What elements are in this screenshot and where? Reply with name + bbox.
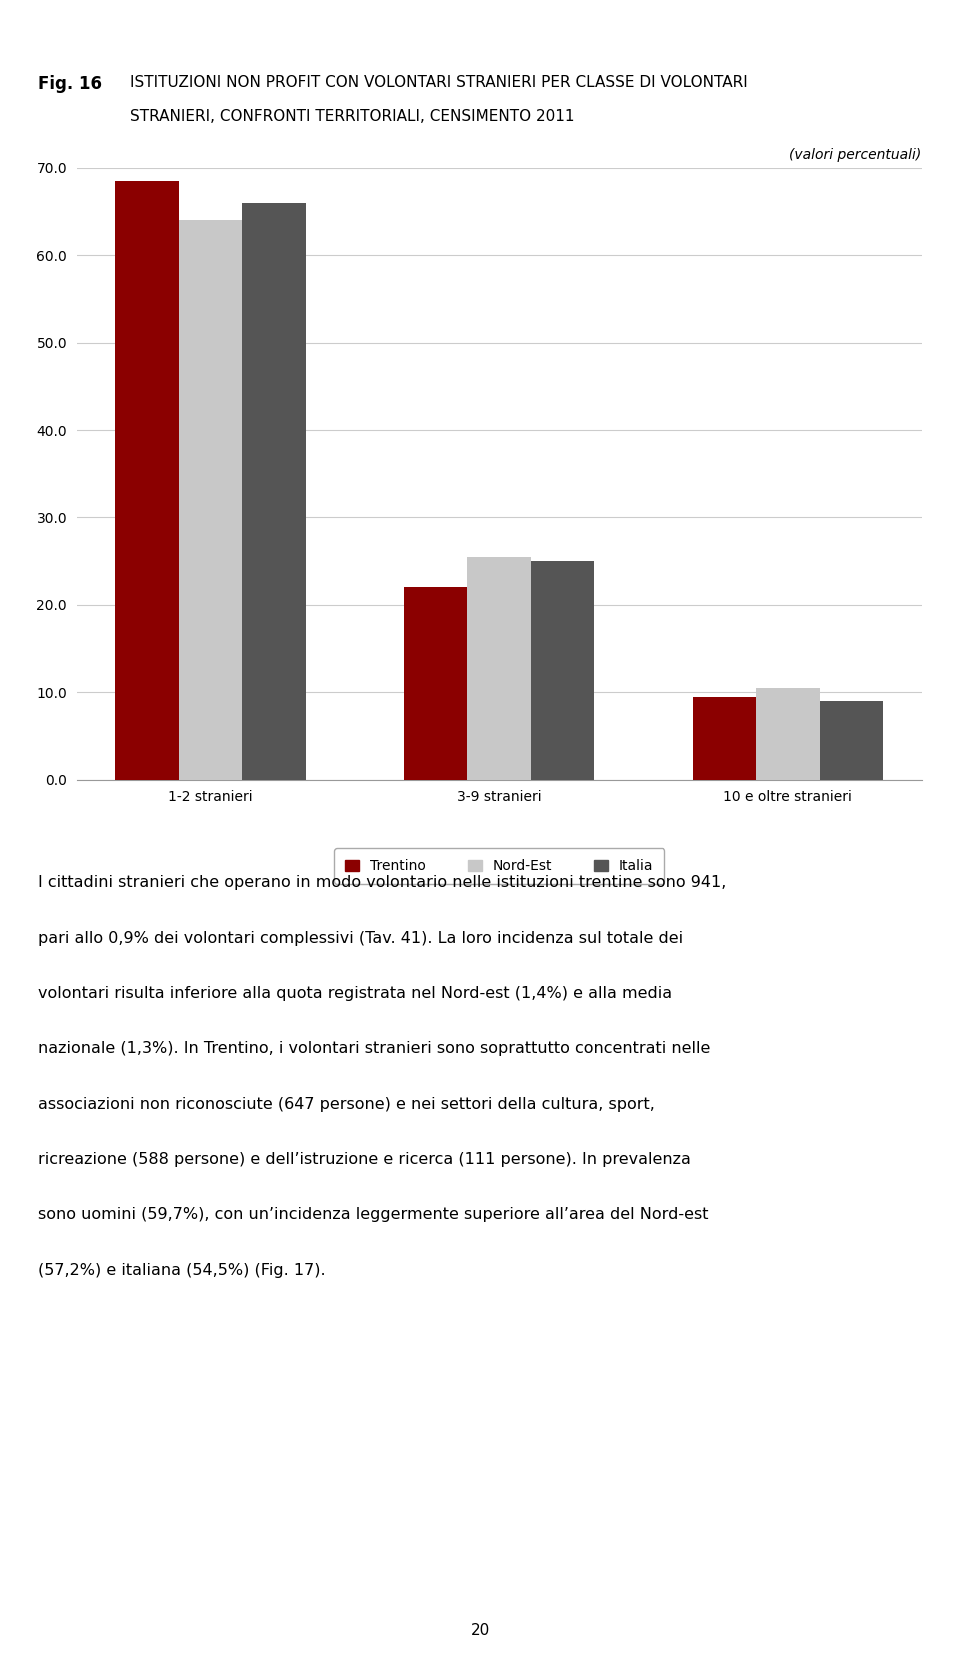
Bar bbox=[404, 587, 468, 780]
Bar bbox=[756, 688, 820, 780]
Text: (valori percentuali): (valori percentuali) bbox=[789, 148, 922, 161]
Bar bbox=[468, 557, 531, 780]
Legend: Trentino, Nord-Est, Italia: Trentino, Nord-Est, Italia bbox=[334, 849, 664, 884]
Text: ricreazione (588 persone) e dell’istruzione e ricerca (111 persone). In prevalen: ricreazione (588 persone) e dell’istruzi… bbox=[38, 1152, 691, 1167]
Bar bbox=[531, 562, 594, 780]
Bar bbox=[820, 701, 883, 780]
Text: 20: 20 bbox=[470, 1623, 490, 1637]
Text: volontari risulta inferiore alla quota registrata nel Nord-est (1,4%) e alla med: volontari risulta inferiore alla quota r… bbox=[38, 986, 673, 1001]
Text: nazionale (1,3%). In Trentino, i volontari stranieri sono soprattutto concentrat: nazionale (1,3%). In Trentino, i volonta… bbox=[38, 1041, 710, 1057]
Text: Fig. 16: Fig. 16 bbox=[38, 75, 103, 94]
Text: associazioni non riconosciute (647 persone) e nei settori della cultura, sport,: associazioni non riconosciute (647 perso… bbox=[38, 1097, 656, 1112]
Bar bbox=[179, 220, 242, 780]
Text: ISTITUZIONI NON PROFIT CON VOLONTARI STRANIERI PER CLASSE DI VOLONTARI: ISTITUZIONI NON PROFIT CON VOLONTARI STR… bbox=[130, 75, 747, 91]
Bar bbox=[242, 203, 305, 780]
Text: (57,2%) e italiana (54,5%) (Fig. 17).: (57,2%) e italiana (54,5%) (Fig. 17). bbox=[38, 1263, 326, 1278]
Bar bbox=[693, 696, 756, 780]
Text: pari allo 0,9% dei volontari complessivi (Tav. 41). La loro incidenza sul totale: pari allo 0,9% dei volontari complessivi… bbox=[38, 931, 684, 946]
Text: I cittadini stranieri che operano in modo volontario nelle istituzioni trentine : I cittadini stranieri che operano in mod… bbox=[38, 875, 727, 890]
Bar bbox=[115, 181, 179, 780]
Text: sono uomini (59,7%), con un’incidenza leggermente superiore all’area del Nord-es: sono uomini (59,7%), con un’incidenza le… bbox=[38, 1207, 708, 1223]
Text: STRANIERI, CONFRONTI TERRITORIALI, CENSIMENTO 2011: STRANIERI, CONFRONTI TERRITORIALI, CENSI… bbox=[130, 109, 574, 124]
